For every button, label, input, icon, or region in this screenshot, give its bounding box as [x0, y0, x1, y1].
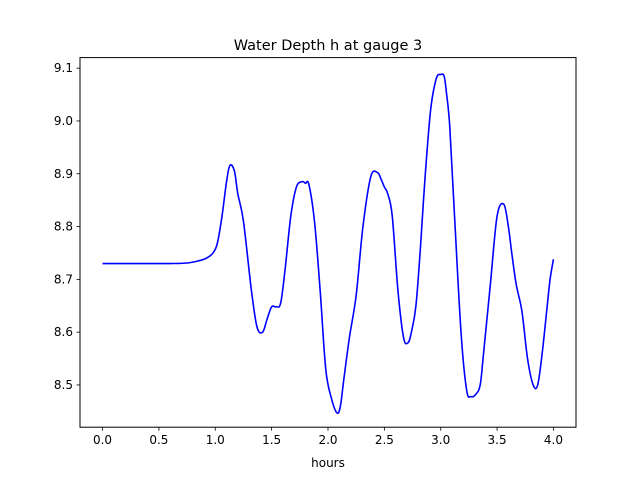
series-layer — [102, 73, 555, 415]
x-tick-label: 0.0 — [93, 433, 112, 447]
y-tick-label: 8.7 — [54, 272, 73, 286]
y-tick-label: 8.6 — [54, 325, 73, 339]
x-tick-label: 2.5 — [375, 433, 394, 447]
x-tick-label: 1.5 — [262, 433, 281, 447]
y-tick-label: 9.0 — [54, 114, 73, 128]
x-axis-label: hours — [311, 456, 345, 470]
x-tick-label: 0.5 — [149, 433, 168, 447]
chart-title: Water Depth h at gauge 3 — [234, 38, 422, 54]
y-tick-label: 8.9 — [54, 167, 73, 181]
x-tick-label: 3.5 — [488, 433, 507, 447]
plot-frame — [79, 57, 577, 428]
x-tick-label: 1.0 — [206, 433, 225, 447]
x-tick-label: 3.0 — [431, 433, 450, 447]
x-tick-label: 4.0 — [544, 433, 563, 447]
x-tick-label: 2.0 — [318, 433, 337, 447]
plot-background — [80, 57, 576, 428]
y-tick-label: 8.8 — [54, 220, 73, 234]
y-tick-label: 9.1 — [54, 61, 73, 75]
y-tick-label: 8.5 — [54, 378, 73, 392]
series-line — [102, 73, 555, 415]
axes-layer: 0.0 0.5 1.0 1.5 2.0 2.5 3.0 3.5 4.0 8.5 8.6 8.7 8.8 8… — [54, 61, 563, 447]
